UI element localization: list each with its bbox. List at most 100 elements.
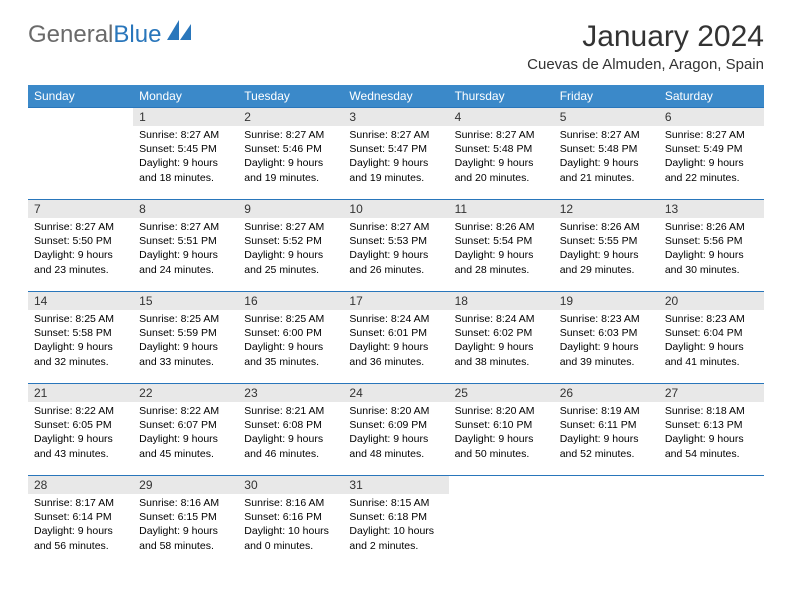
title-block: January 2024 Cuevas de Almuden, Aragon, …: [527, 20, 764, 73]
calendar-cell: 3Sunrise: 8:27 AMSunset: 5:47 PMDaylight…: [343, 107, 448, 199]
brand-logo: GeneralBlue: [28, 20, 193, 49]
calendar-cell: [449, 475, 554, 567]
day-details: Sunrise: 8:27 AMSunset: 5:46 PMDaylight:…: [238, 126, 343, 191]
weekday-header: Thursday: [449, 85, 554, 107]
calendar-cell: 25Sunrise: 8:20 AMSunset: 6:10 PMDayligh…: [449, 383, 554, 475]
day-number: 14: [28, 291, 133, 310]
calendar-cell: 26Sunrise: 8:19 AMSunset: 6:11 PMDayligh…: [554, 383, 659, 475]
day-number: 8: [133, 199, 238, 218]
calendar-cell: 6Sunrise: 8:27 AMSunset: 5:49 PMDaylight…: [659, 107, 764, 199]
day-details: Sunrise: 8:15 AMSunset: 6:18 PMDaylight:…: [343, 494, 448, 559]
calendar-cell: [28, 107, 133, 199]
calendar-cell: 24Sunrise: 8:20 AMSunset: 6:09 PMDayligh…: [343, 383, 448, 475]
month-title: January 2024: [527, 20, 764, 54]
calendar-cell: 10Sunrise: 8:27 AMSunset: 5:53 PMDayligh…: [343, 199, 448, 291]
day-number: 31: [343, 475, 448, 494]
day-details: Sunrise: 8:27 AMSunset: 5:45 PMDaylight:…: [133, 126, 238, 191]
day-number: 26: [554, 383, 659, 402]
day-number: 17: [343, 291, 448, 310]
day-number: 10: [343, 199, 448, 218]
calendar-cell: 23Sunrise: 8:21 AMSunset: 6:08 PMDayligh…: [238, 383, 343, 475]
day-number: 30: [238, 475, 343, 494]
day-number: 2: [238, 107, 343, 126]
day-number: 18: [449, 291, 554, 310]
day-details: Sunrise: 8:26 AMSunset: 5:55 PMDaylight:…: [554, 218, 659, 283]
weekday-header: Friday: [554, 85, 659, 107]
calendar-head: SundayMondayTuesdayWednesdayThursdayFrid…: [28, 85, 764, 107]
calendar-cell: 9Sunrise: 8:27 AMSunset: 5:52 PMDaylight…: [238, 199, 343, 291]
day-number: 15: [133, 291, 238, 310]
day-details: Sunrise: 8:23 AMSunset: 6:03 PMDaylight:…: [554, 310, 659, 375]
weekday-header: Sunday: [28, 85, 133, 107]
day-number: 27: [659, 383, 764, 402]
day-details: Sunrise: 8:25 AMSunset: 6:00 PMDaylight:…: [238, 310, 343, 375]
day-number: 28: [28, 475, 133, 494]
calendar-body: 1Sunrise: 8:27 AMSunset: 5:45 PMDaylight…: [28, 107, 764, 567]
calendar-cell: 15Sunrise: 8:25 AMSunset: 5:59 PMDayligh…: [133, 291, 238, 383]
day-details: Sunrise: 8:25 AMSunset: 5:59 PMDaylight:…: [133, 310, 238, 375]
calendar-cell: 7Sunrise: 8:27 AMSunset: 5:50 PMDaylight…: [28, 199, 133, 291]
calendar-cell: 11Sunrise: 8:26 AMSunset: 5:54 PMDayligh…: [449, 199, 554, 291]
day-number: 7: [28, 199, 133, 218]
day-details: Sunrise: 8:16 AMSunset: 6:15 PMDaylight:…: [133, 494, 238, 559]
day-details: Sunrise: 8:27 AMSunset: 5:51 PMDaylight:…: [133, 218, 238, 283]
calendar-cell: [554, 475, 659, 567]
day-details: Sunrise: 8:27 AMSunset: 5:48 PMDaylight:…: [554, 126, 659, 191]
day-number: 4: [449, 107, 554, 126]
calendar-cell: 28Sunrise: 8:17 AMSunset: 6:14 PMDayligh…: [28, 475, 133, 567]
calendar-cell: 27Sunrise: 8:18 AMSunset: 6:13 PMDayligh…: [659, 383, 764, 475]
day-details: Sunrise: 8:22 AMSunset: 6:05 PMDaylight:…: [28, 402, 133, 467]
day-number: 1: [133, 107, 238, 126]
calendar-cell: 21Sunrise: 8:22 AMSunset: 6:05 PMDayligh…: [28, 383, 133, 475]
weekday-header: Saturday: [659, 85, 764, 107]
calendar-cell: 5Sunrise: 8:27 AMSunset: 5:48 PMDaylight…: [554, 107, 659, 199]
day-details: Sunrise: 8:17 AMSunset: 6:14 PMDaylight:…: [28, 494, 133, 559]
calendar-cell: 19Sunrise: 8:23 AMSunset: 6:03 PMDayligh…: [554, 291, 659, 383]
calendar-cell: 29Sunrise: 8:16 AMSunset: 6:15 PMDayligh…: [133, 475, 238, 567]
day-number: 25: [449, 383, 554, 402]
day-details: Sunrise: 8:27 AMSunset: 5:53 PMDaylight:…: [343, 218, 448, 283]
day-details: Sunrise: 8:26 AMSunset: 5:54 PMDaylight:…: [449, 218, 554, 283]
calendar-cell: 31Sunrise: 8:15 AMSunset: 6:18 PMDayligh…: [343, 475, 448, 567]
calendar-table: SundayMondayTuesdayWednesdayThursdayFrid…: [28, 85, 764, 567]
day-number: 24: [343, 383, 448, 402]
day-details: Sunrise: 8:22 AMSunset: 6:07 PMDaylight:…: [133, 402, 238, 467]
calendar-cell: 1Sunrise: 8:27 AMSunset: 5:45 PMDaylight…: [133, 107, 238, 199]
calendar-cell: 12Sunrise: 8:26 AMSunset: 5:55 PMDayligh…: [554, 199, 659, 291]
calendar-cell: 20Sunrise: 8:23 AMSunset: 6:04 PMDayligh…: [659, 291, 764, 383]
calendar-cell: 13Sunrise: 8:26 AMSunset: 5:56 PMDayligh…: [659, 199, 764, 291]
day-details: Sunrise: 8:27 AMSunset: 5:48 PMDaylight:…: [449, 126, 554, 191]
day-number: 29: [133, 475, 238, 494]
day-number: 21: [28, 383, 133, 402]
calendar-cell: 16Sunrise: 8:25 AMSunset: 6:00 PMDayligh…: [238, 291, 343, 383]
calendar-cell: 18Sunrise: 8:24 AMSunset: 6:02 PMDayligh…: [449, 291, 554, 383]
day-details: Sunrise: 8:21 AMSunset: 6:08 PMDaylight:…: [238, 402, 343, 467]
day-details: Sunrise: 8:26 AMSunset: 5:56 PMDaylight:…: [659, 218, 764, 283]
day-details: Sunrise: 8:27 AMSunset: 5:49 PMDaylight:…: [659, 126, 764, 191]
day-details: Sunrise: 8:23 AMSunset: 6:04 PMDaylight:…: [659, 310, 764, 375]
weekday-header: Wednesday: [343, 85, 448, 107]
calendar-cell: 4Sunrise: 8:27 AMSunset: 5:48 PMDaylight…: [449, 107, 554, 199]
day-number: 11: [449, 199, 554, 218]
brand-part2: Blue: [113, 21, 161, 49]
day-details: Sunrise: 8:19 AMSunset: 6:11 PMDaylight:…: [554, 402, 659, 467]
day-details: Sunrise: 8:27 AMSunset: 5:52 PMDaylight:…: [238, 218, 343, 283]
day-details: Sunrise: 8:25 AMSunset: 5:58 PMDaylight:…: [28, 310, 133, 375]
day-details: Sunrise: 8:24 AMSunset: 6:01 PMDaylight:…: [343, 310, 448, 375]
day-details: Sunrise: 8:24 AMSunset: 6:02 PMDaylight:…: [449, 310, 554, 375]
location: Cuevas de Almuden, Aragon, Spain: [527, 56, 764, 73]
day-number: 13: [659, 199, 764, 218]
day-details: Sunrise: 8:18 AMSunset: 6:13 PMDaylight:…: [659, 402, 764, 467]
weekday-header: Tuesday: [238, 85, 343, 107]
calendar-cell: 14Sunrise: 8:25 AMSunset: 5:58 PMDayligh…: [28, 291, 133, 383]
calendar-cell: 30Sunrise: 8:16 AMSunset: 6:16 PMDayligh…: [238, 475, 343, 567]
day-number: 23: [238, 383, 343, 402]
day-number: 20: [659, 291, 764, 310]
day-number: 6: [659, 107, 764, 126]
header: GeneralBlue January 2024 Cuevas de Almud…: [28, 20, 764, 73]
calendar-cell: 22Sunrise: 8:22 AMSunset: 6:07 PMDayligh…: [133, 383, 238, 475]
day-details: Sunrise: 8:27 AMSunset: 5:47 PMDaylight:…: [343, 126, 448, 191]
day-number: 19: [554, 291, 659, 310]
brand-part1: General: [28, 21, 113, 49]
day-number: 9: [238, 199, 343, 218]
